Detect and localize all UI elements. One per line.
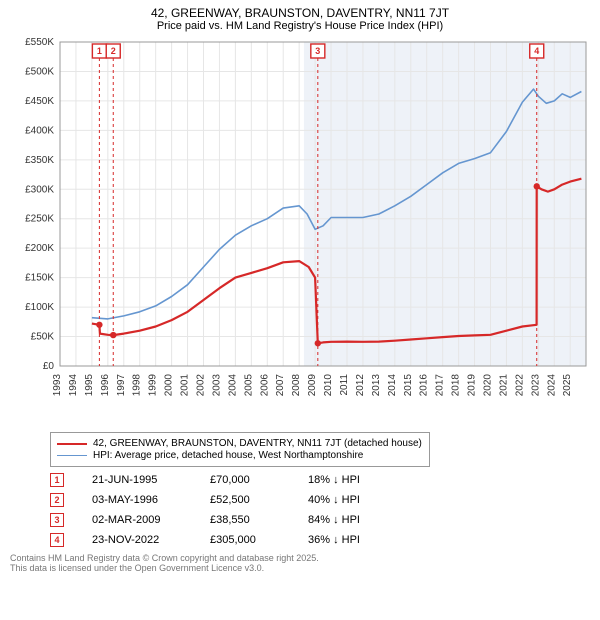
transaction-marker: 4 bbox=[50, 533, 64, 547]
transaction-delta: 84% ↓ HPI bbox=[308, 514, 378, 526]
svg-text:1: 1 bbox=[97, 46, 102, 56]
svg-text:£200K: £200K bbox=[25, 243, 54, 254]
svg-text:2015: 2015 bbox=[403, 374, 414, 397]
svg-text:1998: 1998 bbox=[132, 374, 143, 397]
svg-text:£550K: £550K bbox=[25, 37, 54, 48]
legend-label: HPI: Average price, detached house, West… bbox=[93, 450, 363, 461]
svg-text:2025: 2025 bbox=[562, 374, 573, 397]
svg-text:£300K: £300K bbox=[25, 184, 54, 195]
svg-text:£100K: £100K bbox=[25, 302, 54, 313]
transaction-delta: 18% ↓ HPI bbox=[308, 474, 378, 486]
svg-text:2009: 2009 bbox=[307, 374, 318, 397]
transaction-row: 3 02-MAR-2009 £38,550 84% ↓ HPI bbox=[50, 513, 590, 527]
transaction-date: 03-MAY-1996 bbox=[92, 494, 182, 506]
svg-text:£350K: £350K bbox=[25, 155, 54, 166]
svg-text:2006: 2006 bbox=[259, 374, 270, 397]
transaction-price: £52,500 bbox=[210, 494, 280, 506]
svg-text:2007: 2007 bbox=[275, 374, 286, 397]
transaction-date: 02-MAR-2009 bbox=[92, 514, 182, 526]
chart-svg: £0 £50K £100K £150K £200K £250K £300K £350K £400… bbox=[10, 36, 590, 426]
svg-text:2016: 2016 bbox=[419, 374, 430, 397]
transaction-delta: 40% ↓ HPI bbox=[308, 494, 378, 506]
svg-text:2024: 2024 bbox=[546, 374, 557, 397]
svg-text:2019: 2019 bbox=[467, 374, 478, 397]
transaction-delta: 36% ↓ HPI bbox=[308, 534, 378, 546]
transaction-row: 4 23-NOV-2022 £305,000 36% ↓ HPI bbox=[50, 533, 590, 547]
svg-text:£150K: £150K bbox=[25, 273, 54, 284]
svg-text:2008: 2008 bbox=[291, 374, 302, 397]
legend-label: 42, GREENWAY, BRAUNSTON, DAVENTRY, NN11 … bbox=[93, 438, 422, 449]
svg-text:4: 4 bbox=[534, 46, 539, 56]
transaction-date: 21-JUN-1995 bbox=[92, 474, 182, 486]
svg-text:2012: 2012 bbox=[355, 374, 366, 397]
transaction-row: 1 21-JUN-1995 £70,000 18% ↓ HPI bbox=[50, 473, 590, 487]
svg-text:3: 3 bbox=[315, 46, 320, 56]
transaction-row: 2 03-MAY-1996 £52,500 40% ↓ HPI bbox=[50, 493, 590, 507]
svg-text:2011: 2011 bbox=[339, 374, 350, 396]
price-chart: £0 £50K £100K £150K £200K £250K £300K £350K £400… bbox=[10, 36, 590, 426]
footer-line-2: This data is licensed under the Open Gov… bbox=[10, 563, 590, 573]
transaction-price: £70,000 bbox=[210, 474, 280, 486]
svg-text:£400K: £400K bbox=[25, 125, 54, 136]
legend-swatch bbox=[57, 455, 87, 456]
svg-text:1996: 1996 bbox=[100, 374, 111, 397]
legend-box: 42, GREENWAY, BRAUNSTON, DAVENTRY, NN11 … bbox=[50, 432, 430, 467]
svg-text:2014: 2014 bbox=[387, 374, 398, 397]
chart-title-block: 42, GREENWAY, BRAUNSTON, DAVENTRY, NN11 … bbox=[0, 0, 600, 36]
legend-swatch bbox=[57, 443, 87, 445]
svg-text:1997: 1997 bbox=[116, 374, 127, 397]
svg-text:2005: 2005 bbox=[243, 374, 254, 397]
svg-text:2010: 2010 bbox=[323, 374, 334, 397]
svg-text:1995: 1995 bbox=[84, 374, 95, 397]
svg-text:£0: £0 bbox=[43, 361, 55, 372]
svg-text:2023: 2023 bbox=[530, 374, 541, 397]
transaction-price: £38,550 bbox=[210, 514, 280, 526]
legend-item: HPI: Average price, detached house, West… bbox=[57, 450, 423, 461]
transaction-marker: 1 bbox=[50, 473, 64, 487]
svg-text:£50K: £50K bbox=[31, 332, 55, 343]
svg-text:2020: 2020 bbox=[482, 374, 493, 397]
svg-text:2004: 2004 bbox=[227, 374, 238, 397]
svg-text:1994: 1994 bbox=[68, 374, 79, 397]
svg-text:£450K: £450K bbox=[25, 96, 54, 107]
svg-text:£500K: £500K bbox=[25, 66, 54, 77]
svg-text:1993: 1993 bbox=[52, 374, 63, 397]
svg-text:2013: 2013 bbox=[371, 374, 382, 397]
transaction-date: 23-NOV-2022 bbox=[92, 534, 182, 546]
svg-text:2003: 2003 bbox=[211, 374, 222, 397]
svg-text:2000: 2000 bbox=[164, 374, 175, 397]
svg-text:2018: 2018 bbox=[451, 374, 462, 397]
footer-attribution: Contains HM Land Registry data © Crown c… bbox=[10, 553, 590, 573]
svg-text:2001: 2001 bbox=[180, 374, 191, 397]
transaction-marker: 3 bbox=[50, 513, 64, 527]
title-line-1: 42, GREENWAY, BRAUNSTON, DAVENTRY, NN11 … bbox=[0, 6, 600, 20]
footer-line-1: Contains HM Land Registry data © Crown c… bbox=[10, 553, 590, 563]
svg-text:2022: 2022 bbox=[514, 374, 525, 397]
svg-text:2021: 2021 bbox=[498, 374, 509, 397]
transaction-marker: 2 bbox=[50, 493, 64, 507]
svg-text:1999: 1999 bbox=[148, 374, 159, 397]
svg-text:2: 2 bbox=[111, 46, 116, 56]
transaction-price: £305,000 bbox=[210, 534, 280, 546]
legend-item: 42, GREENWAY, BRAUNSTON, DAVENTRY, NN11 … bbox=[57, 438, 423, 449]
svg-text:2017: 2017 bbox=[435, 374, 446, 397]
svg-text:£250K: £250K bbox=[25, 214, 54, 225]
svg-text:2002: 2002 bbox=[195, 374, 206, 397]
transactions-table: 1 21-JUN-1995 £70,000 18% ↓ HPI 2 03-MAY-1996… bbox=[50, 473, 590, 547]
title-line-2: Price paid vs. HM Land Registry's House … bbox=[0, 20, 600, 32]
